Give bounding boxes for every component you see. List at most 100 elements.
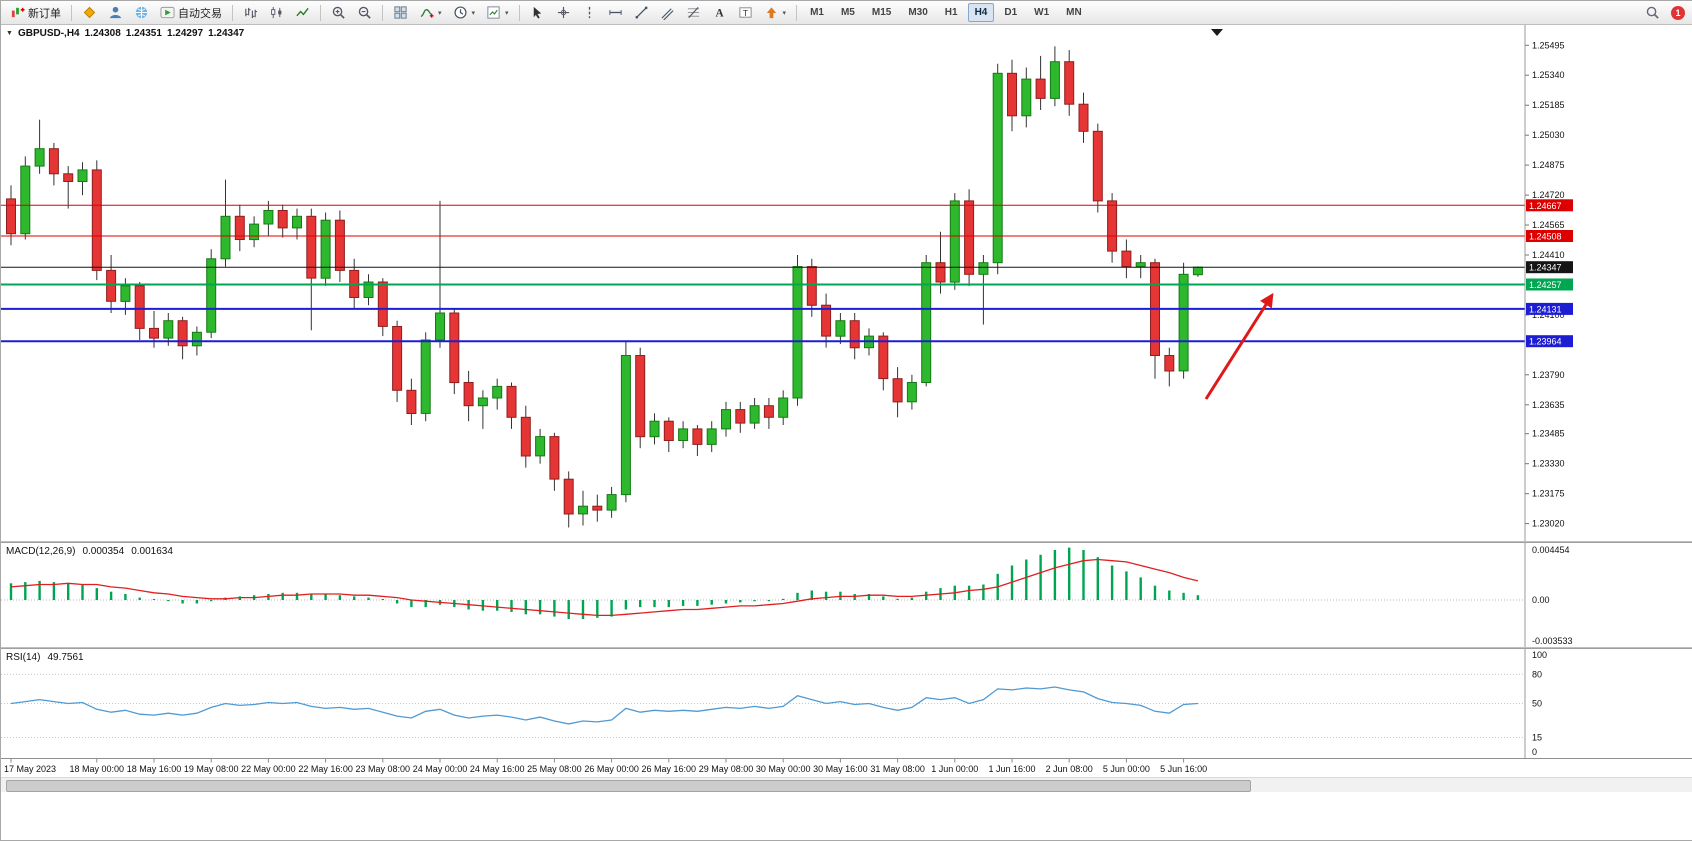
candle: [792, 266, 803, 399]
zoom-in-button[interactable]: [326, 2, 351, 24]
candle: [520, 416, 531, 457]
candle: [763, 405, 774, 418]
timeframe-m1-button[interactable]: M1: [810, 7, 824, 18]
svg-text:1.24257: 1.24257: [1529, 280, 1562, 290]
candle: [363, 281, 374, 298]
timeframe-m15-button[interactable]: M15: [871, 7, 892, 18]
arrows-button[interactable]: ▾: [759, 2, 792, 24]
market-button[interactable]: [77, 2, 102, 24]
candle: [277, 210, 288, 229]
candle: [177, 320, 188, 347]
candle: [134, 285, 145, 329]
trendline-button[interactable]: [629, 2, 654, 24]
templates-button[interactable]: ▾: [481, 2, 514, 24]
timeframe-mn-button[interactable]: MN: [1066, 7, 1082, 18]
candle: [334, 219, 345, 271]
svg-text:-0.003533: -0.003533: [1532, 636, 1573, 646]
macd-panel[interactable]: 0.004454 0.00 -0.003533: [1, 543, 1692, 647]
fibonacci-button[interactable]: [681, 2, 706, 24]
trend-arrow-annotation[interactable]: [1204, 292, 1274, 400]
vertical-line-button[interactable]: [577, 2, 602, 24]
candle: [48, 148, 59, 175]
candle: [477, 397, 488, 407]
svg-text:24 May 00:00: 24 May 00:00: [413, 764, 468, 774]
svg-text:24 May 16:00: 24 May 16:00: [470, 764, 525, 774]
svg-text:1.23964: 1.23964: [1529, 337, 1562, 347]
candle: [535, 436, 546, 457]
candle: [6, 198, 16, 235]
price-level-label: 1.24508: [1526, 230, 1573, 242]
timeframe-d1-button[interactable]: D1: [1004, 7, 1018, 18]
channel-button[interactable]: [655, 2, 680, 24]
zoom-out-button[interactable]: [352, 2, 377, 24]
candle: [163, 320, 174, 339]
panel-splitter[interactable]: [1, 647, 1692, 649]
community-button[interactable]: [129, 2, 154, 24]
timeframe-h4-button[interactable]: H4: [967, 3, 995, 22]
rsi-panel[interactable]: 100 80 50 15 0: [1, 649, 1692, 758]
svg-text:30 May 16:00: 30 May 16:00: [813, 764, 868, 774]
profile-button[interactable]: [103, 2, 128, 24]
candle: [1107, 200, 1118, 252]
periods-button[interactable]: ▾: [448, 2, 481, 24]
community-icon: [134, 5, 149, 20]
macd-axis[interactable]: 0.004454 0.00 -0.003533: [1532, 545, 1573, 646]
candle: [578, 505, 588, 515]
candle-chart-icon: [269, 5, 284, 20]
timeframe-m30-button[interactable]: M30: [908, 7, 928, 18]
timeframe-m5-button[interactable]: M5: [840, 7, 855, 18]
svg-text:100: 100: [1532, 650, 1547, 660]
candle: [463, 382, 474, 407]
panel-splitter[interactable]: [1, 541, 1692, 543]
timeframe-h1-button[interactable]: H1: [944, 7, 958, 18]
candlestick-button[interactable]: [264, 2, 289, 24]
price-axis[interactable]: 1.25495 1.25340 1.25185 1.25030 1.24875 1.247…: [1525, 40, 1573, 529]
svg-text:A: A: [715, 8, 724, 20]
time-axis[interactable]: 17 May 2023 18 May 00:00 18 May 16:00 19 Ma…: [1, 758, 1692, 777]
candle: [263, 210, 274, 225]
line-chart-button[interactable]: [290, 2, 315, 24]
chart-shift-marker[interactable]: [1211, 29, 1223, 36]
candle: [1135, 262, 1146, 268]
text-icon: A: [712, 5, 727, 20]
svg-text:25 May 08:00: 25 May 08:00: [527, 764, 582, 774]
horizontal-scrollbar[interactable]: [1, 777, 1692, 792]
candle: [77, 169, 88, 182]
svg-text:30 May 00:00: 30 May 00:00: [756, 764, 811, 774]
crosshair-button[interactable]: [551, 2, 576, 24]
search-button[interactable]: [1640, 2, 1665, 24]
templates-icon: [486, 5, 501, 20]
candle: [220, 215, 231, 260]
notification-badge[interactable]: 1: [1671, 5, 1685, 20]
tile-windows-button[interactable]: [388, 2, 413, 24]
trendline-icon: [634, 5, 649, 20]
candle: [735, 409, 746, 424]
price-tick: 1.25185: [1532, 100, 1565, 110]
candle: [1035, 78, 1046, 99]
candle: [435, 312, 445, 341]
bar-chart-button[interactable]: [238, 2, 263, 24]
price-tick: 1.24720: [1532, 190, 1565, 200]
indicators-button[interactable]: ▾: [414, 2, 447, 24]
horizontal-line-button[interactable]: [603, 2, 628, 24]
svg-text:26 May 16:00: 26 May 16:00: [642, 764, 697, 774]
autotrade-button[interactable]: 自动交易: [155, 2, 227, 24]
candle: [706, 428, 717, 445]
svg-text:19 May 08:00: 19 May 08:00: [184, 764, 239, 774]
new-order-button[interactable]: 新订单: [5, 2, 66, 24]
timeframe-w1-button[interactable]: W1: [1034, 7, 1050, 18]
cursor-icon: [530, 5, 545, 20]
rsi-axis[interactable]: 100 80 50 15 0: [1532, 650, 1547, 757]
hline-icon: [608, 5, 623, 20]
text-button[interactable]: A: [707, 2, 732, 24]
candle: [120, 285, 131, 302]
macd-histogram: [9, 547, 1200, 619]
candle: [377, 281, 388, 327]
candle: [992, 72, 1003, 264]
candle: [549, 436, 560, 480]
label-button[interactable]: T: [733, 2, 758, 24]
price-chart-panel[interactable]: 1.25495 1.25340 1.25185 1.25030 1.24875 1.247…: [1, 25, 1692, 541]
svg-text:31 May 08:00: 31 May 08:00: [870, 764, 925, 774]
cursor-button[interactable]: [525, 2, 550, 24]
scrollbar-thumb[interactable]: [6, 780, 1251, 792]
